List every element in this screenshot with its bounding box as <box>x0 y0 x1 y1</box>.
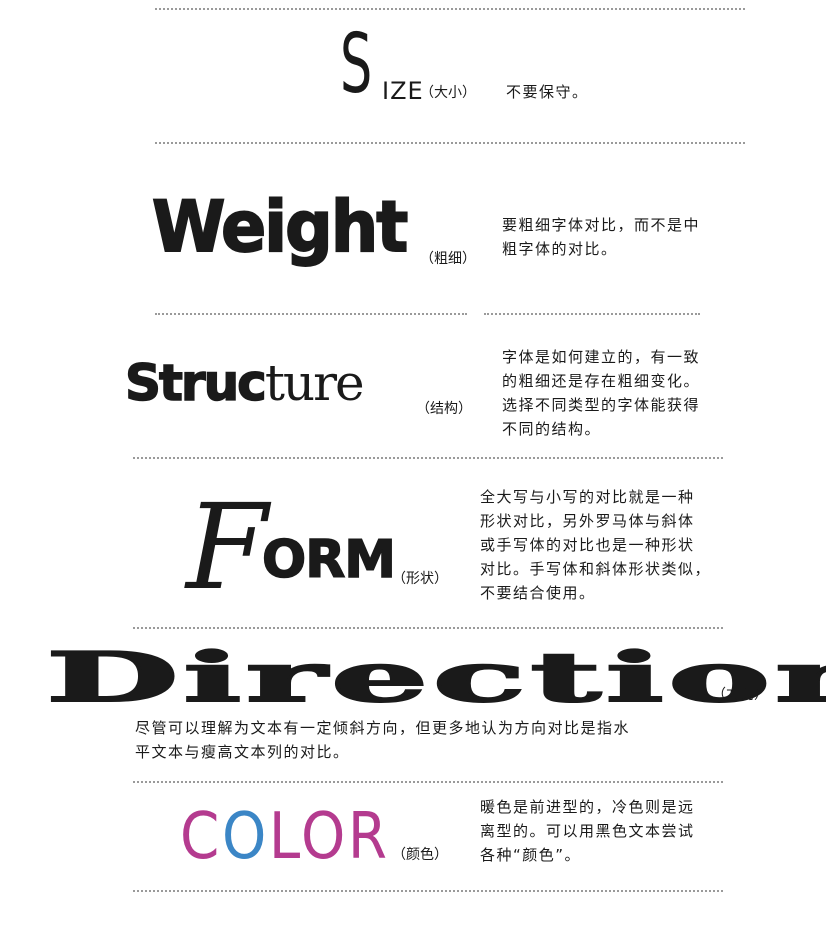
color-letter-l: L <box>268 800 301 874</box>
desc-line: 要粗细字体对比，而不是中 <box>502 216 701 234</box>
direction-label: （方向） <box>712 687 768 703</box>
divider <box>133 457 723 459</box>
desc-line: 或手写体的对比也是一种形状 <box>480 536 695 554</box>
divider <box>155 313 467 315</box>
size-rest: IZE <box>382 77 424 105</box>
desc-line: 各种“颜色”。 <box>480 846 582 864</box>
divider <box>133 627 723 629</box>
direction-word: Direction <box>44 638 826 718</box>
desc-line: 粗字体的对比。 <box>502 240 618 258</box>
structure-description: 字体是如何建立的，有一致 的粗细还是存在粗细变化。 选择不同类型的字体能获得 不… <box>502 345 700 441</box>
desc-line: 不要结合使用。 <box>480 584 596 602</box>
structure-label: （结构） <box>416 401 472 417</box>
form-rest: ORM <box>261 529 397 591</box>
desc-line: 不要保守。 <box>506 83 589 101</box>
weight-description: 要粗细字体对比，而不是中 粗字体的对比。 <box>502 213 700 261</box>
color-letter-c: C <box>180 800 222 874</box>
desc-line: 不同的结构。 <box>502 420 602 438</box>
divider <box>133 781 723 783</box>
color-letter-o: O <box>300 800 348 874</box>
color-word: COLOR <box>180 805 390 869</box>
desc-line: 对比。手写体和斜体形状类似， <box>480 560 712 578</box>
form-script-initial: F <box>186 478 268 616</box>
color-description: 暖色是前进型的，冷色则是远 离型的。可以用黑色文本尝试 各种“颜色”。 <box>480 795 695 867</box>
structure-bold-part: Struc <box>124 353 267 413</box>
divider <box>155 8 745 10</box>
size-word: S <box>340 24 392 106</box>
size-label: （大小） <box>420 85 476 101</box>
desc-line: 字体是如何建立的，有一致 <box>502 348 701 366</box>
structure-light-part: ture <box>264 354 365 412</box>
form-label: （形状） <box>392 571 448 587</box>
desc-line: 平文本与瘦高文本列的对比。 <box>135 743 350 761</box>
direction-description: 尽管可以理解为文本有一定倾斜方向，但更多地认为方向对比是指水 平文本与瘦高文本列… <box>135 716 630 764</box>
weight-label: （粗细） <box>420 251 476 267</box>
desc-line: 全大写与小写的对比就是一种 <box>480 488 695 506</box>
desc-line: 暖色是前进型的，冷色则是远 <box>480 798 695 816</box>
color-letter-r: R <box>347 800 390 874</box>
weight-word: Weight <box>151 186 409 268</box>
divider <box>484 313 700 315</box>
size-description: 不要保守。 <box>506 80 589 104</box>
desc-line: 尽管可以理解为文本有一定倾斜方向，但更多地认为方向对比是指水 <box>135 719 631 737</box>
divider <box>155 142 745 144</box>
divider <box>133 890 723 892</box>
desc-line: 的粗细还是存在粗细变化。 <box>502 372 701 390</box>
desc-line: 选择不同类型的字体能获得 <box>502 396 701 414</box>
desc-line: 离型的。可以用黑色文本尝试 <box>480 822 695 840</box>
form-description: 全大写与小写的对比就是一种 形状对比，另外罗马体与斜体 或手写体的对比也是一种形… <box>480 485 711 605</box>
color-label: （颜色） <box>392 847 448 863</box>
desc-line: 形状对比，另外罗马体与斜体 <box>480 512 695 530</box>
color-letter-o: O <box>221 800 269 874</box>
size-initial: S <box>340 17 373 112</box>
structure-word: Structure <box>124 353 365 413</box>
